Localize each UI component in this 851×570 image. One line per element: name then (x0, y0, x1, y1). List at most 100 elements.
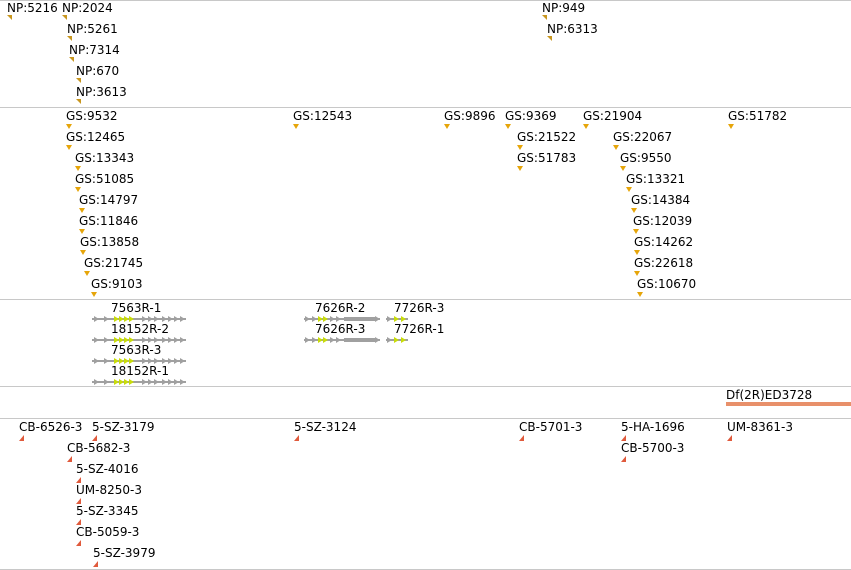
gs-insertion-label: GS:21522 (517, 130, 577, 144)
track-divider (0, 418, 851, 419)
track-divider (0, 107, 851, 108)
np-marker-icon (76, 78, 81, 83)
gs-insertion-label: GS:12039 (633, 214, 693, 228)
gs-insertion-label: GS:14797 (79, 193, 139, 207)
np-marker-icon (542, 15, 547, 20)
stock-label: 5-SZ-4016 (76, 462, 139, 476)
gs-insertion-label: GS:51085 (75, 172, 135, 186)
gs-insertion-label: GS:14262 (634, 235, 694, 249)
track-divider (0, 299, 851, 300)
stock-marker-icon (76, 540, 81, 546)
stock-marker-icon (76, 477, 81, 483)
stock-marker-icon (727, 435, 732, 441)
gs-marker-icon (79, 229, 85, 234)
np-marker-icon (67, 36, 72, 41)
stock-label: CB-5682-3 (67, 441, 131, 455)
gene-model-glyph (386, 315, 408, 323)
gs-insertion-label: GS:9103 (91, 277, 143, 291)
track-divider (0, 386, 851, 387)
stock-label: UM-8361-3 (727, 420, 793, 434)
deficiency-label: Df(2R)ED3728 (726, 388, 813, 402)
gs-marker-icon (79, 208, 85, 213)
stock-label: UM-8250-3 (76, 483, 142, 497)
deficiency-bar (726, 402, 851, 406)
gene-model-glyph (304, 315, 380, 323)
gs-marker-icon (620, 166, 626, 171)
gs-marker-icon (517, 145, 523, 150)
stock-label: 5-SZ-3124 (294, 420, 357, 434)
gs-insertion-label: GS:14384 (631, 193, 691, 207)
gs-marker-icon (633, 229, 639, 234)
gs-insertion-label: GS:11846 (79, 214, 139, 228)
stock-label: 5-SZ-3979 (93, 546, 156, 560)
gs-insertion-label: GS:9532 (66, 109, 118, 123)
rnai-gene-label: 7726R-3 (394, 301, 445, 315)
np-insertion-track: NP:5216 NP:2024 NP:5261 NP:7314 NP:670 N… (0, 0, 851, 107)
gs-insertion-label: GS:22618 (634, 256, 694, 270)
gs-marker-icon (583, 124, 589, 129)
gs-marker-icon (637, 292, 643, 297)
np-marker-icon (62, 15, 67, 20)
stock-label: 5-HA-1696 (621, 420, 685, 434)
gs-marker-icon (66, 145, 72, 150)
gene-model-glyph (92, 357, 186, 365)
rnai-gene-label: 7563R-1 (111, 301, 162, 315)
gene-model-glyph (304, 336, 380, 344)
stock-marker-icon (294, 435, 299, 441)
stock-label: CB-5059-3 (76, 525, 140, 539)
gs-marker-icon (66, 124, 72, 129)
gene-model-glyph (92, 315, 186, 323)
stock-marker-icon (621, 456, 626, 462)
gs-marker-icon (91, 292, 97, 297)
gs-insertion-label: GS:51782 (728, 109, 788, 123)
np-insertion-label: NP:5261 (67, 22, 118, 36)
gs-insertion-label: GS:13343 (75, 151, 135, 165)
track-divider (0, 0, 851, 1)
np-insertion-label: NP:6313 (547, 22, 598, 36)
stock-marker-icon (19, 435, 24, 441)
gs-marker-icon (84, 271, 90, 276)
gs-insertion-label: GS:22067 (613, 130, 673, 144)
rnai-gene-label: 18152R-2 (111, 322, 169, 336)
gene-model-glyph (92, 378, 186, 386)
gs-insertion-label: GS:12543 (293, 109, 353, 123)
stock-marker-icon (93, 561, 98, 567)
rnai-gene-label: 7726R-1 (394, 322, 445, 336)
gs-insertion-label: GS:13858 (80, 235, 140, 249)
gs-insertion-label: GS:13321 (626, 172, 686, 186)
stock-marker-icon (76, 498, 81, 504)
gs-marker-icon (80, 250, 86, 255)
gs-insertion-label: GS:12465 (66, 130, 126, 144)
gene-model-glyph (386, 336, 408, 344)
rnai-gene-label: 18152R-1 (111, 364, 169, 378)
gs-marker-icon (505, 124, 511, 129)
gs-insertion-label: GS:9369 (505, 109, 557, 123)
stock-marker-icon (92, 435, 97, 441)
stock-track: CB-6526-3 5-SZ-3179 CB-5682-3 5-SZ-4016 … (0, 419, 851, 569)
np-marker-icon (547, 36, 552, 41)
gs-insertion-label: GS:51783 (517, 151, 577, 165)
np-insertion-label: NP:949 (542, 1, 586, 15)
gs-insertion-label: GS:21745 (84, 256, 144, 270)
gs-marker-icon (444, 124, 450, 129)
np-insertion-label: NP:3613 (76, 85, 127, 99)
gene-model-glyph (92, 336, 186, 344)
stock-marker-icon (519, 435, 524, 441)
stock-marker-icon (621, 435, 626, 441)
stock-marker-icon (76, 519, 81, 525)
gs-marker-icon (634, 250, 640, 255)
stock-marker-icon (67, 456, 72, 462)
deficiency-track: Df(2R)ED3728 (0, 387, 851, 418)
gs-marker-icon (728, 124, 734, 129)
stock-label: 5-SZ-3179 (92, 420, 155, 434)
stock-label: CB-5700-3 (621, 441, 685, 455)
np-marker-icon (76, 99, 81, 104)
np-marker-icon (69, 57, 74, 62)
np-insertion-label: NP:7314 (69, 43, 120, 57)
gs-insertion-label: GS:21904 (583, 109, 643, 123)
stock-label: 5-SZ-3345 (76, 504, 139, 518)
deficiency-feature[interactable]: Df(2R)ED3728 (726, 388, 851, 410)
stock-label: CB-5701-3 (519, 420, 583, 434)
gs-marker-icon (626, 187, 632, 192)
gs-marker-icon (631, 208, 637, 213)
